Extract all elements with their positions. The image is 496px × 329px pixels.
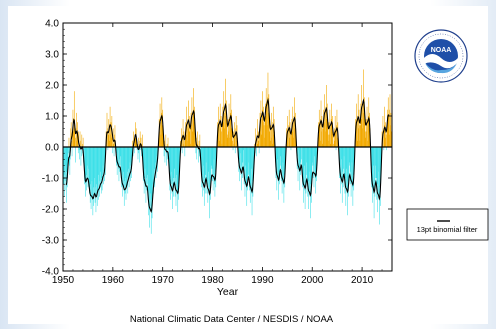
y-tick-label: -4.0 bbox=[42, 267, 60, 278]
x-tick-label: 2000 bbox=[301, 275, 324, 286]
y-axis: 4.0 3.0 2.0 1.0 0.0 -1.0 -2.0 -3.0 -4.0 bbox=[42, 19, 392, 278]
y-tick-label: -2.0 bbox=[42, 205, 60, 216]
y-tick-label: -1.0 bbox=[42, 174, 60, 185]
smoothed-line bbox=[65, 97, 390, 213]
y-tick-label: 0.0 bbox=[45, 143, 59, 154]
x-tick-label: 1960 bbox=[102, 275, 125, 286]
y-tick-label: -3.0 bbox=[42, 236, 60, 247]
x-tick-label: 1950 bbox=[52, 275, 75, 286]
data-bars bbox=[62, 69, 393, 234]
credit-text: National Climatic Data Center / NESDIS /… bbox=[130, 314, 334, 325]
legend-label: 13pt binomial filter bbox=[417, 225, 478, 234]
x-tick-label: 1980 bbox=[201, 275, 224, 286]
y-tick-label: 4.0 bbox=[45, 19, 59, 30]
logo-text: NOAA bbox=[431, 47, 452, 54]
y-tick-label: 2.0 bbox=[45, 81, 59, 92]
x-axis-title: Year bbox=[217, 286, 239, 298]
noaa-logo-icon: NOAA bbox=[414, 29, 468, 83]
y-tick-label: 1.0 bbox=[45, 112, 59, 123]
y-tick-label: 3.0 bbox=[45, 50, 59, 61]
x-axis: 1950 1960 1970 1980 1990 2000 2010 bbox=[52, 23, 393, 286]
x-tick-label: 2010 bbox=[351, 275, 374, 286]
x-tick-label: 1970 bbox=[152, 275, 175, 286]
legend: 13pt binomial filter bbox=[406, 208, 489, 241]
x-tick-label: 1990 bbox=[251, 275, 274, 286]
